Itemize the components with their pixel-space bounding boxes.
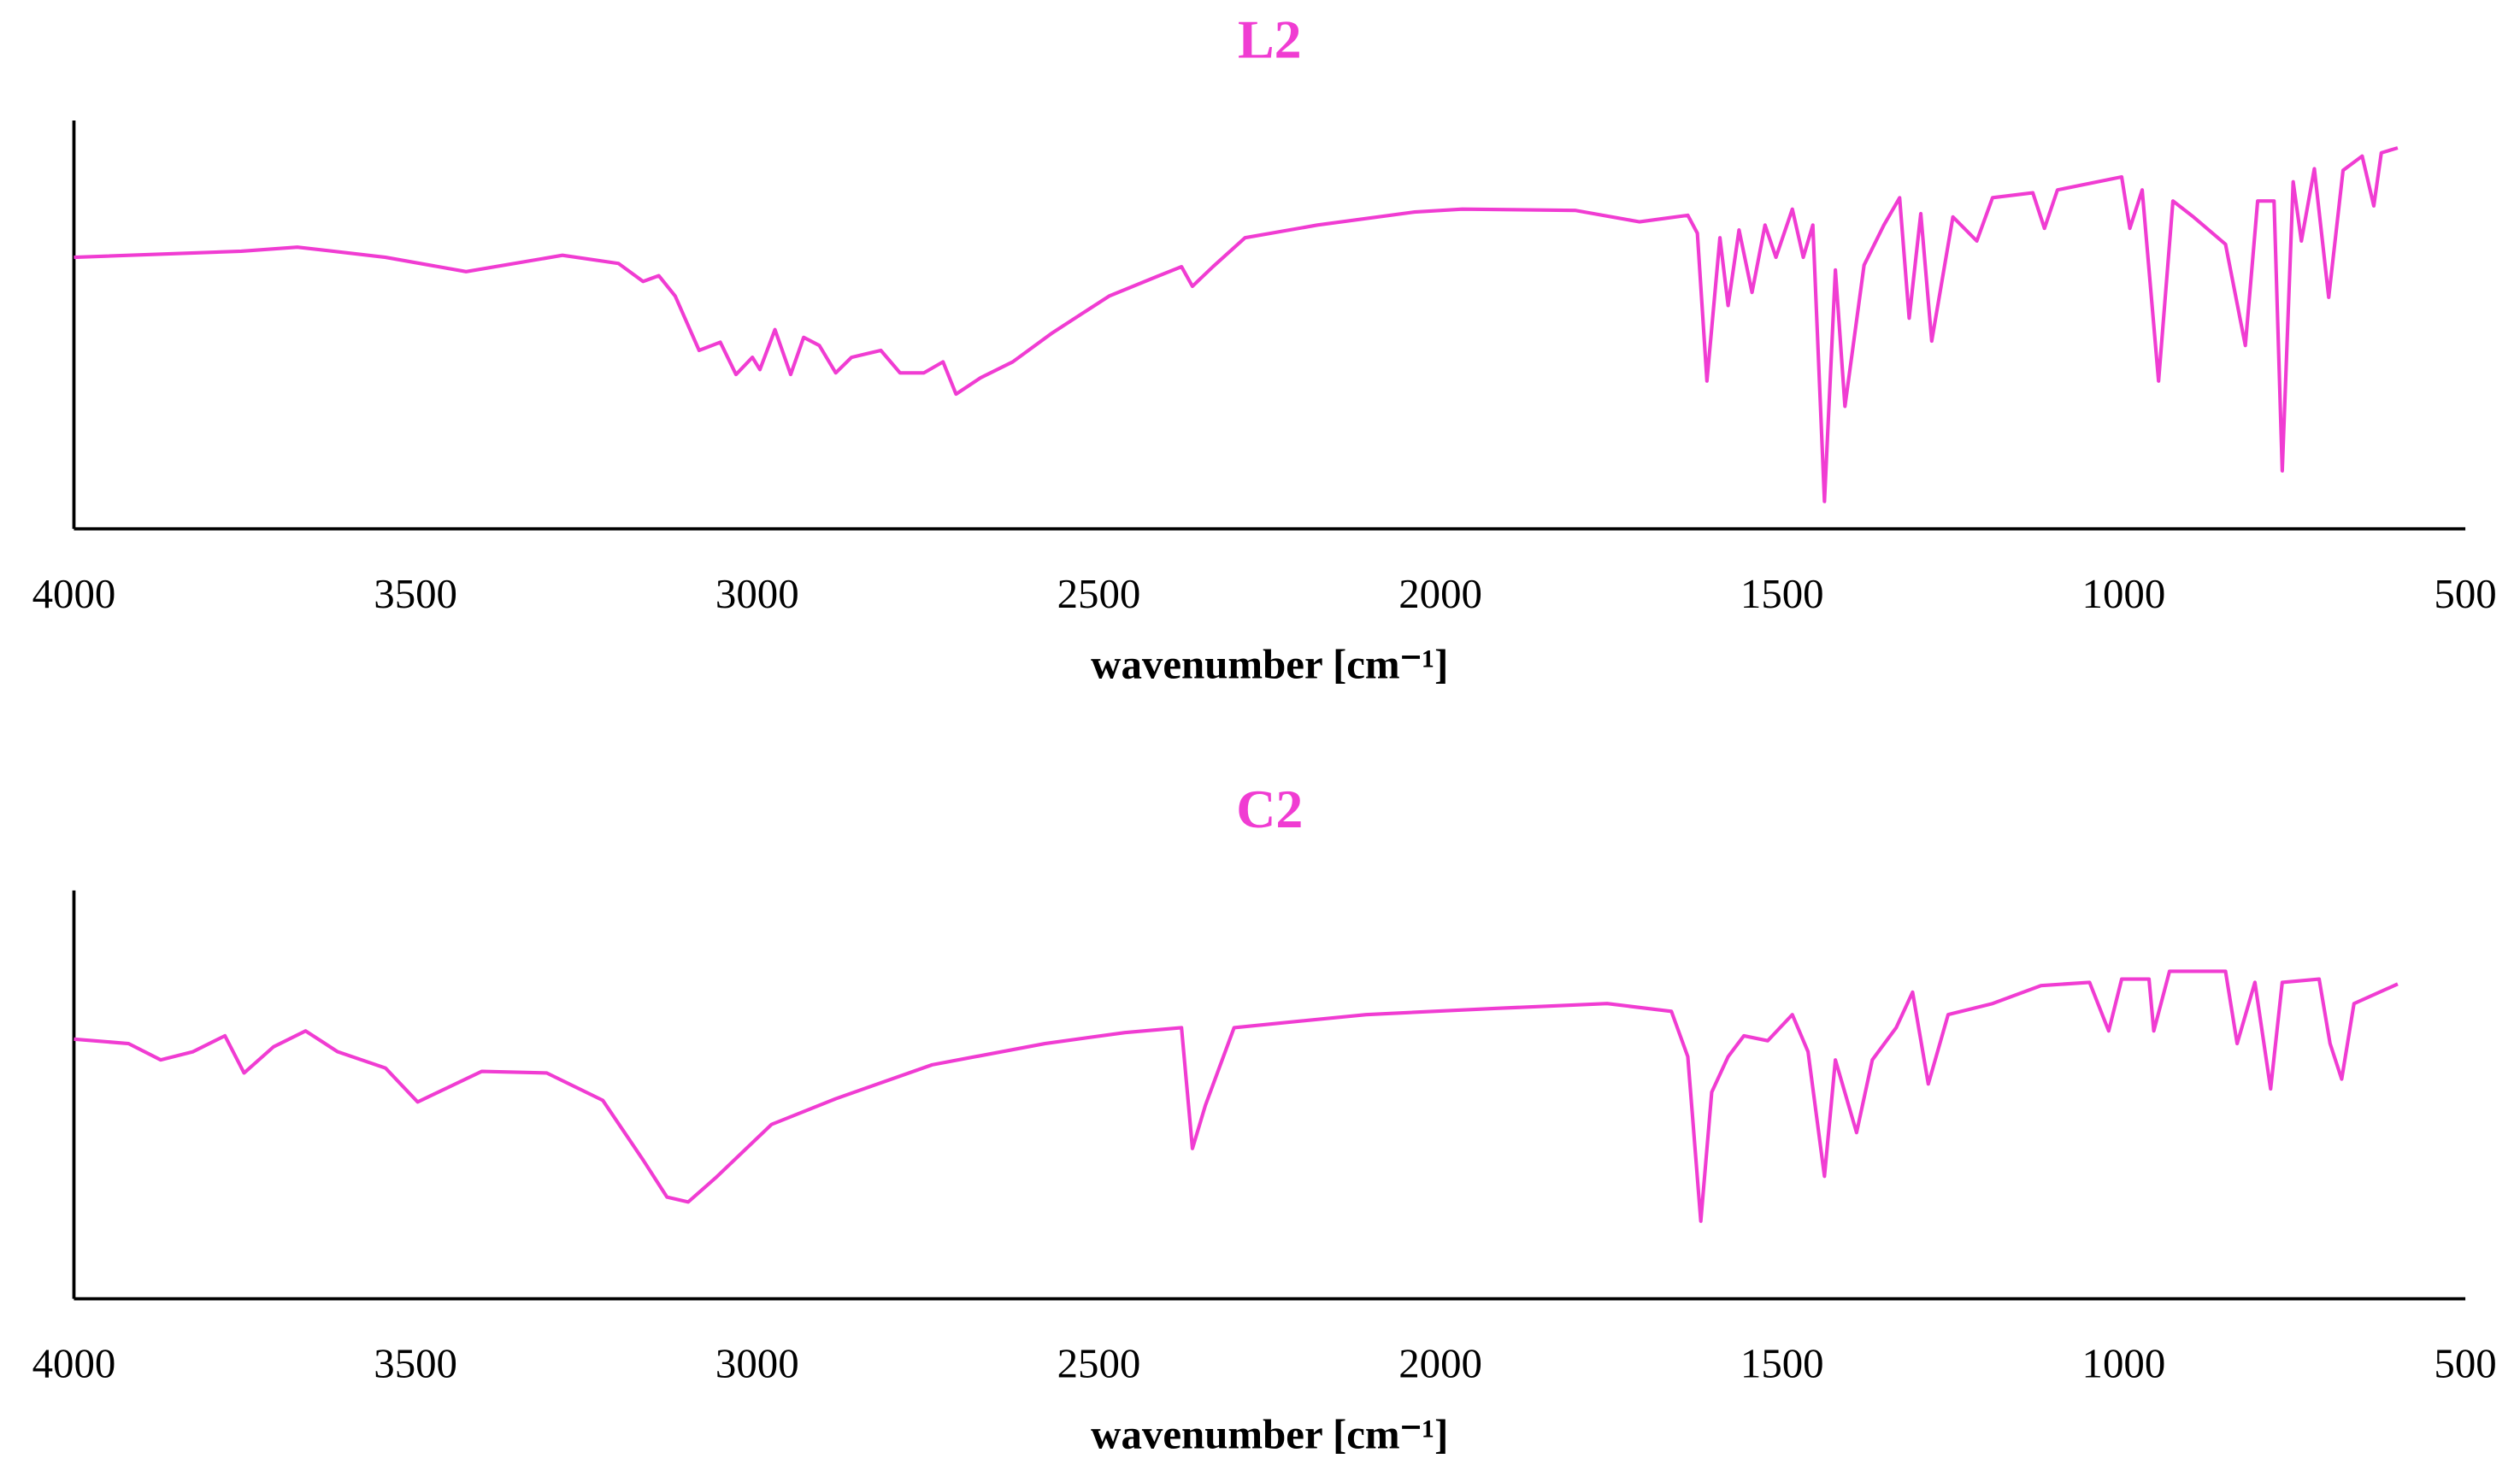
x-tick-label: 3000 (715, 570, 799, 617)
x-tick-label: 3000 (715, 1340, 799, 1387)
x-tick-label: 2500 (1057, 1340, 1141, 1387)
x-axis-label: wavenumber [cm⁻¹] (1091, 641, 1448, 688)
x-tick-label: 500 (2434, 1340, 2496, 1387)
x-axis-label: wavenumber [cm⁻¹] (1091, 1410, 1448, 1457)
x-tick-label: 3500 (374, 570, 457, 617)
x-tick-label: 1000 (2082, 570, 2166, 617)
chart-title: C2 (1236, 779, 1303, 839)
x-tick-label: 1500 (1740, 570, 1824, 617)
x-tick-label: 1500 (1740, 1340, 1824, 1387)
x-tick-label: 2500 (1057, 570, 1141, 617)
x-tick-label: 4000 (32, 1340, 116, 1387)
x-tick-label: 500 (2434, 570, 2496, 617)
chart-title: L2 (1238, 9, 1302, 69)
x-tick-label: 4000 (32, 570, 116, 617)
spectrum-line (74, 146, 2399, 503)
x-tick-label: 3500 (374, 1340, 457, 1387)
x-tick-label: 1000 (2082, 1340, 2166, 1387)
x-tick-label: 2000 (1398, 1340, 1482, 1387)
x-tick-label: 2000 (1398, 570, 1482, 617)
spectrum-line (74, 969, 2399, 1223)
